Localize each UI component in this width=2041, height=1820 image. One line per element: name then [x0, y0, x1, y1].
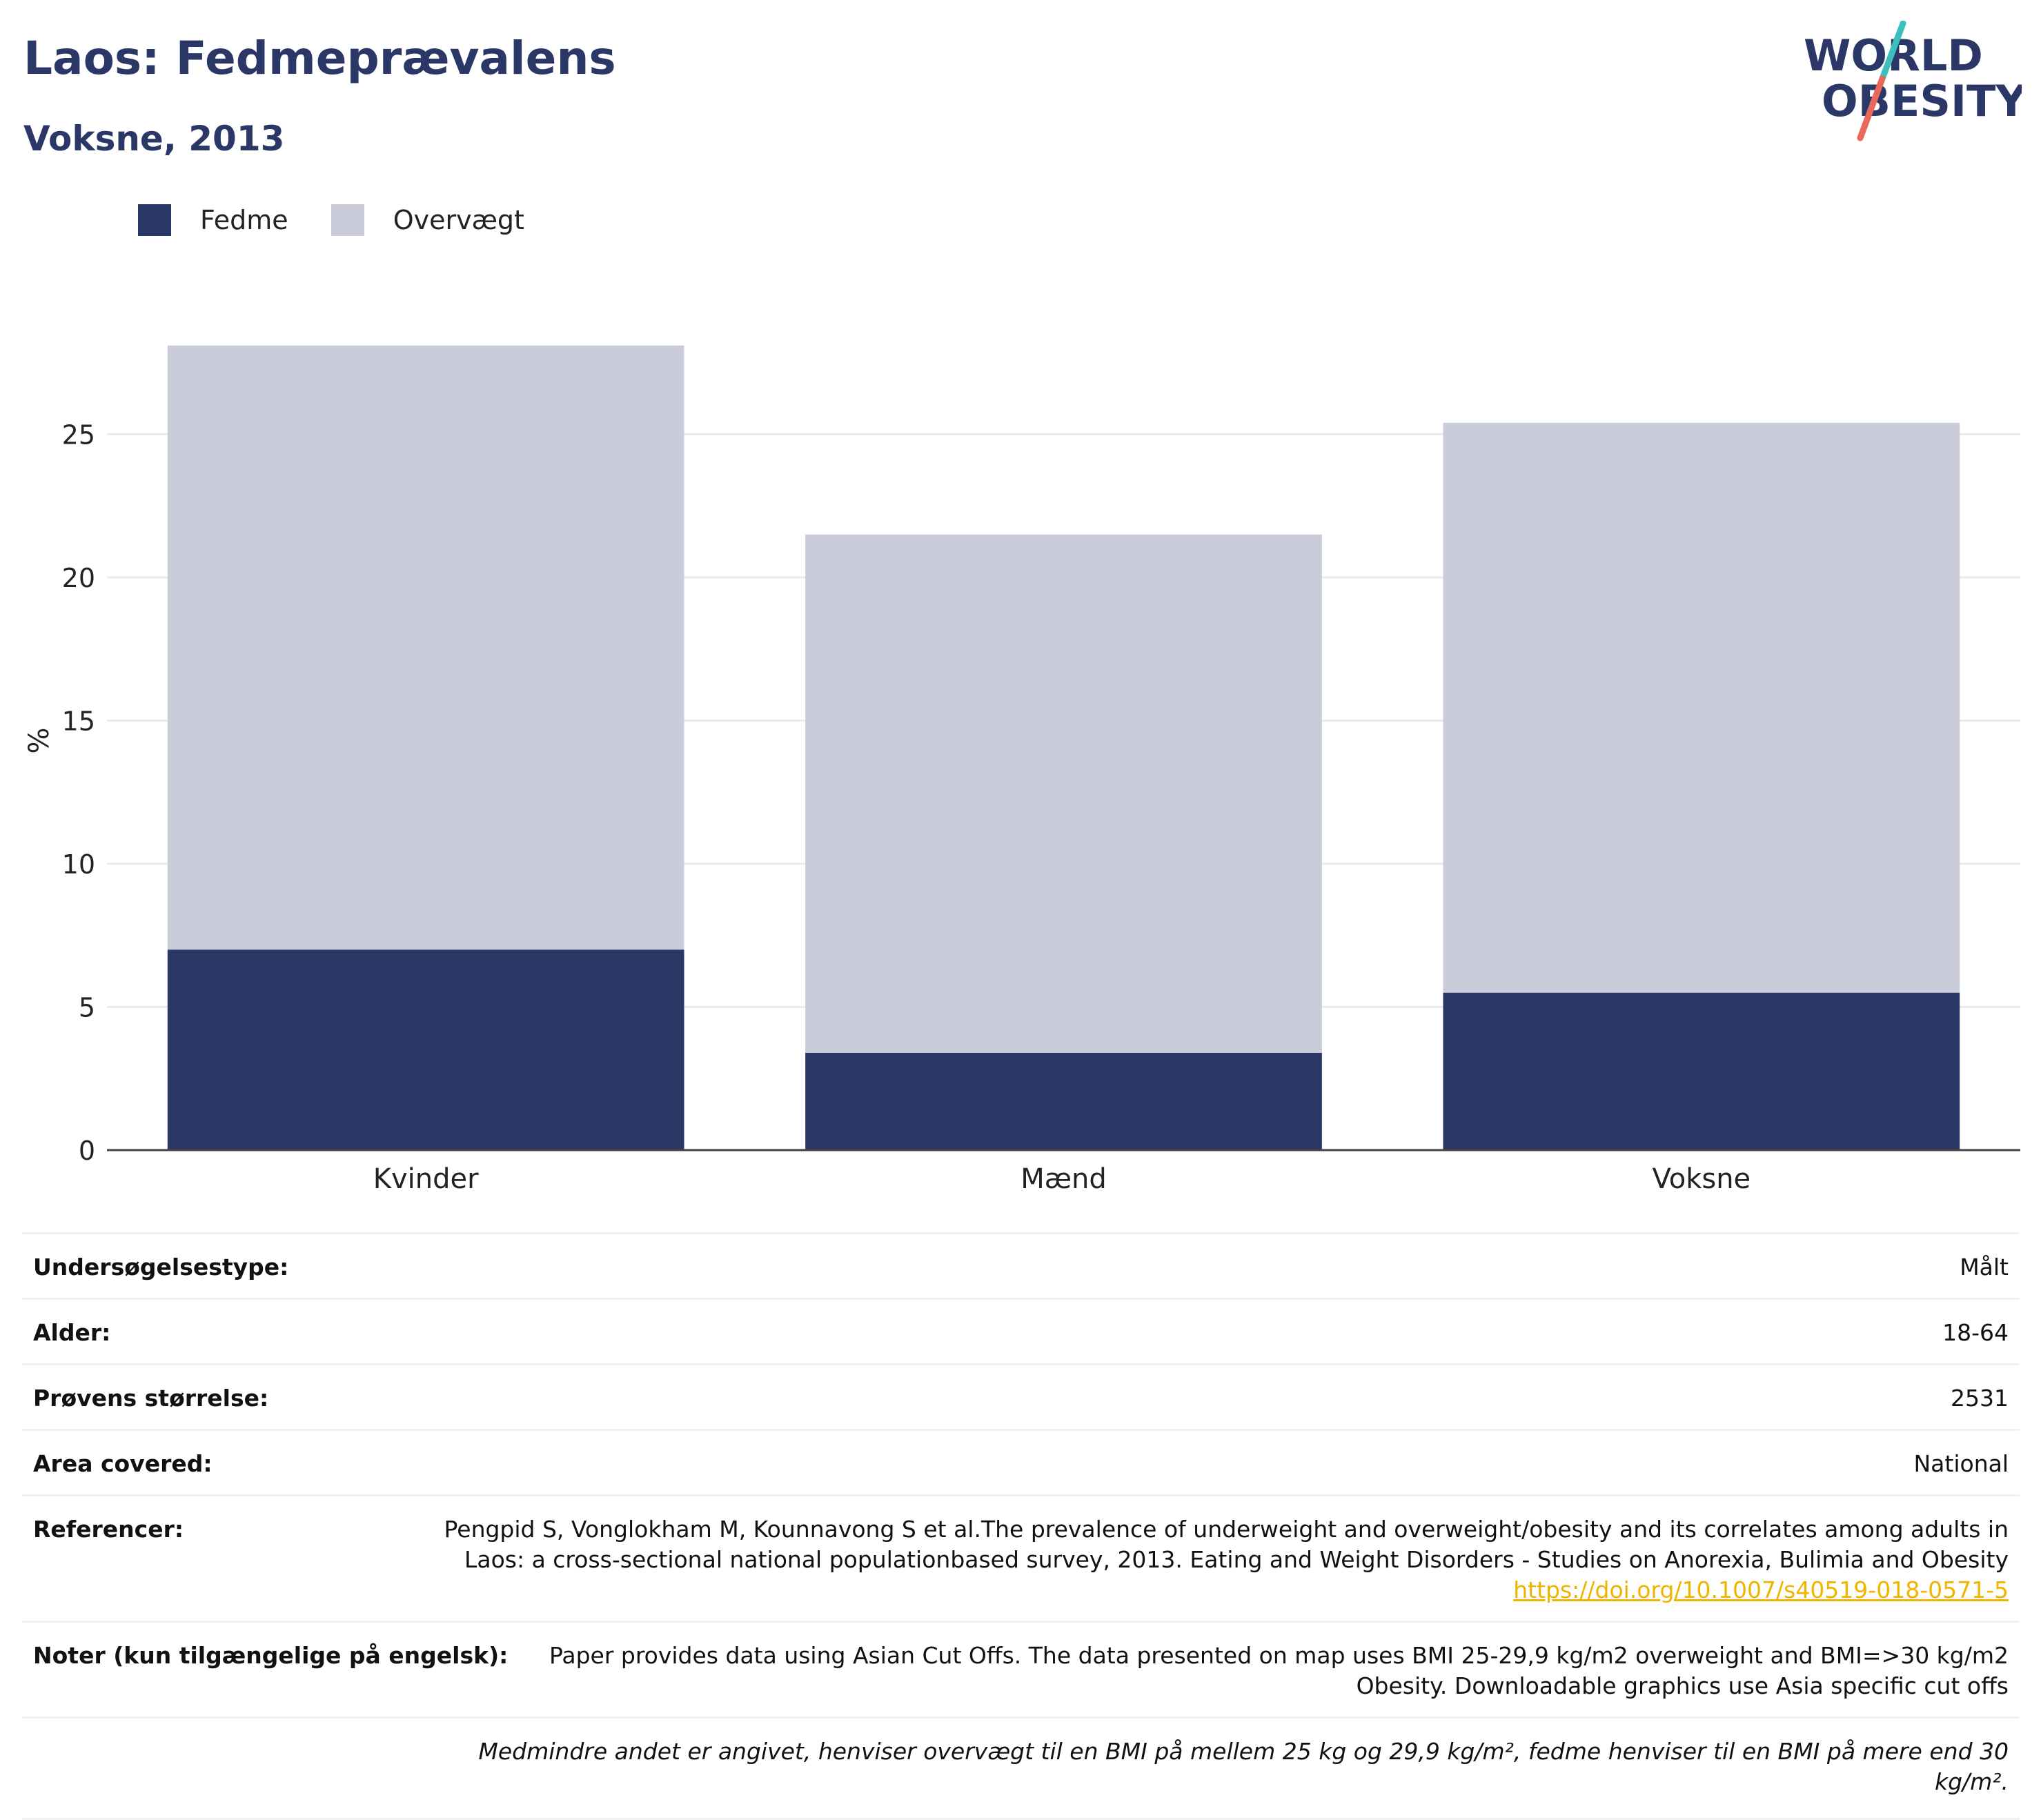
bar-overvaegt-0	[167, 345, 684, 950]
info-row-area: Area covered: National	[22, 1429, 2020, 1494]
chart-legend: Fedme Overvægt	[138, 204, 567, 236]
world-obesity-logo: WORLD OBESITY	[1804, 21, 2022, 141]
y-tick-label: 10	[62, 849, 95, 880]
legend-label-fedme: Fedme	[200, 205, 288, 235]
x-tick-label: Mænd	[1020, 1163, 1107, 1195]
y-tick-label: 0	[79, 1136, 95, 1166]
logo-word-obesity: OBESITY	[1822, 76, 2022, 126]
legend-label-overvaegt: Overvægt	[393, 205, 524, 235]
page-title: Laos: Fedmeprævalens	[23, 32, 616, 85]
y-tick-label: 5	[79, 992, 95, 1022]
info-row-references: Referencer: Pengpid S, Vonglokham M, Kou…	[22, 1494, 2020, 1621]
y-tick-label: 20	[62, 563, 95, 593]
info-value: Paper provides data using Asian Cut Offs…	[549, 1642, 2009, 1699]
info-label: Noter (kun tilgængelige på engelsk):	[33, 1642, 509, 1669]
info-label: Area covered:	[33, 1450, 213, 1477]
info-label: Referencer:	[33, 1516, 184, 1543]
info-footnote-row: Medmindre andet er angivet, henviser ove…	[22, 1717, 2020, 1820]
x-tick-label: Voksne	[1652, 1163, 1751, 1195]
info-value: 18-64	[1942, 1319, 2009, 1346]
info-value: National	[1913, 1450, 2009, 1477]
logo-slash-red	[1857, 75, 1886, 141]
bar-chart: 0 5 10 15 20 25% Kvinder Mænd Voksne	[23, 345, 2020, 1195]
legend-item-overvaegt[interactable]: Overvægt	[331, 204, 524, 236]
info-label: Prøvens størrelse:	[33, 1385, 269, 1412]
reference-text: Pengpid S, Vonglokham M, Kounnavong S et…	[444, 1516, 2009, 1573]
info-row-age: Alder: 18-64	[22, 1298, 2020, 1363]
info-row-survey-type: Undersøgelsestype: Målt	[22, 1232, 2020, 1298]
page-subtitle: Voksne, 2013	[23, 119, 285, 159]
bar-overvaegt-2	[1443, 422, 1960, 993]
x-tick-label: Kvinder	[373, 1163, 479, 1195]
bar-overvaegt-1	[805, 534, 1322, 1053]
bar-fedme-2	[1443, 992, 1960, 1150]
logo-slash-teal	[1879, 21, 1906, 82]
y-axis-title: %	[23, 727, 55, 753]
legend-swatch-fedme	[138, 204, 171, 236]
legend-item-fedme[interactable]: Fedme	[138, 204, 288, 236]
y-tick-label: 15	[62, 706, 95, 736]
info-value: Målt	[1960, 1254, 2009, 1280]
footnote-text: Medmindre andet er angivet, henviser ove…	[478, 1738, 2009, 1795]
legend-swatch-overvaegt	[331, 204, 364, 236]
survey-info-table: Undersøgelsestype: Målt Alder: 18-64 Prø…	[22, 1232, 2020, 1820]
info-value: Pengpid S, Vonglokham M, Kounnavong S et…	[422, 1514, 2009, 1605]
info-label: Undersøgelsestype:	[33, 1254, 289, 1280]
info-value: 2531	[1951, 1385, 2009, 1412]
info-label: Alder:	[33, 1319, 111, 1346]
y-tick-label: 25	[62, 419, 95, 450]
bar-fedme-1	[805, 1052, 1322, 1150]
info-row-sample-size: Prøvens størrelse: 2531	[22, 1363, 2020, 1429]
reference-doi-link[interactable]: https://doi.org/10.1007/s40519-018-0571-…	[1513, 1576, 2009, 1603]
info-row-notes: Noter (kun tilgængelige på engelsk): Pap…	[22, 1621, 2020, 1717]
bar-fedme-0	[167, 949, 684, 1150]
